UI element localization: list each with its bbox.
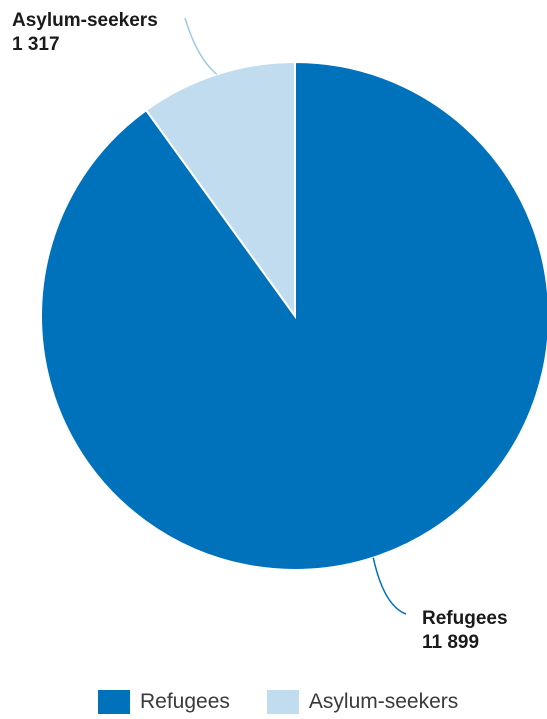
slice-label-refugees-name: Refugees [422,608,508,629]
slice-label-refugees: Refugees 11 899 [422,607,508,655]
legend-label-refugees: Refugees [140,690,230,713]
slice-label-asylum-seekers-name: Asylum-seekers [12,10,158,31]
legend: Refugees Asylum-seekers [98,690,458,714]
slice-label-asylum-seekers: Asylum-seekers 1 317 [12,9,158,57]
legend-label-asylum-seekers: Asylum-seekers [308,690,459,713]
leader-line-refugees [372,557,407,615]
slice-label-asylum-seekers-value: 1 317 [12,34,60,55]
slice-label-refugees-value: 11 899 [422,632,480,653]
legend-item-asylum-seekers: Asylum-seekers [266,690,459,714]
legend-item-refugees: Refugees [98,690,230,714]
leader-line-asylum-seekers [184,17,218,75]
legend-swatch-refugees [98,690,130,714]
legend-swatch-asylum-seekers [266,690,299,714]
